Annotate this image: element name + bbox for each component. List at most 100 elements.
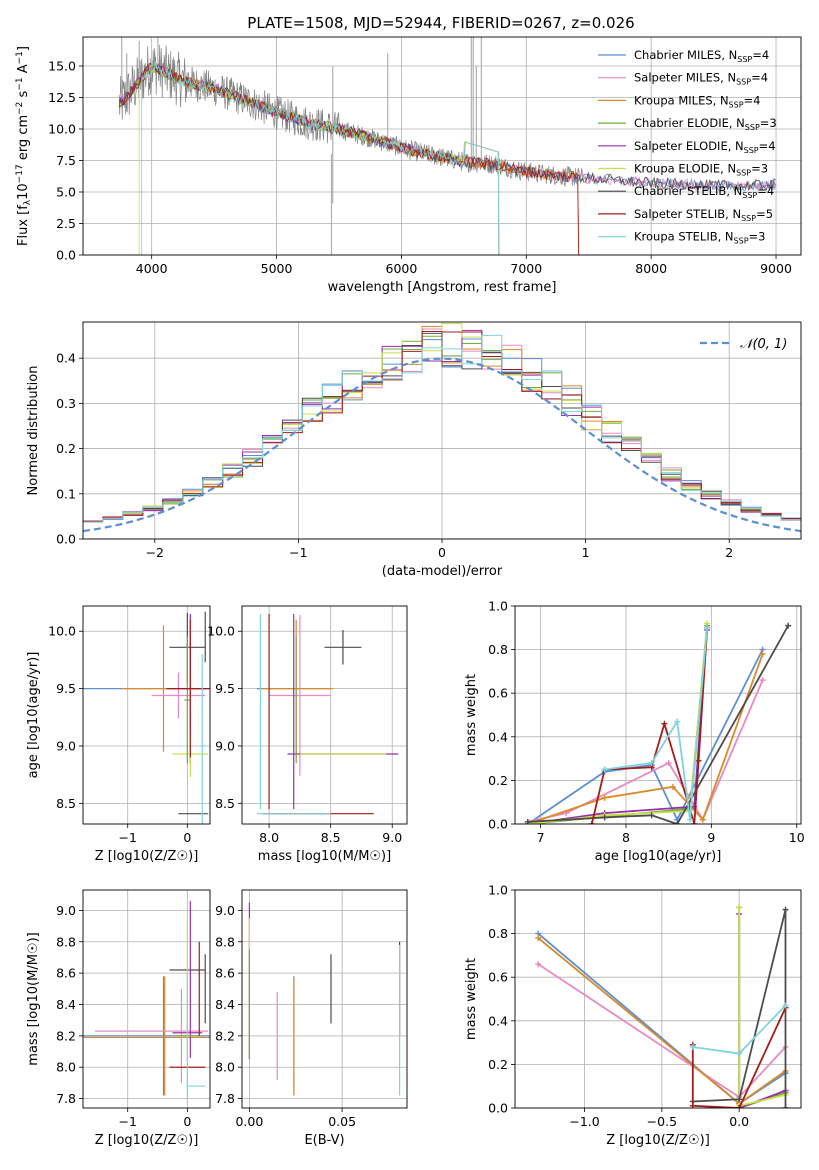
- y-tick-label: 10.0: [48, 624, 76, 639]
- x-tick-label: −1.0: [569, 1114, 599, 1129]
- weight-point-salpeter_stelib: [661, 720, 668, 727]
- weight-line-salpeter_elodie: [738, 914, 786, 1108]
- axes-frame: [82, 321, 802, 540]
- weight-point-kroupa_miles: [601, 794, 608, 801]
- y-tick-label: 8.2: [56, 1028, 76, 1043]
- weight-point-kroupa_stelib: [704, 624, 711, 631]
- x-tick-label: 9.0: [382, 830, 402, 845]
- weight-point-salpeter_stelib: [736, 1105, 743, 1108]
- y-tick-label: 0.3: [56, 396, 76, 411]
- plot-spectrum: 4000 5000 6000 7000 8000 9000 0.0 2.5 5.0 7.5 10.0…: [15, 36, 802, 295]
- axes-frame: [82, 605, 211, 825]
- ticks: 8.0 8.5 9.0 8.5 9.0 9.5 10.0: [207, 624, 402, 845]
- axes-frame: [514, 605, 802, 825]
- x-tick-label: 0: [183, 830, 191, 845]
- ticks: 4000 5000 6000 7000 8000 9000 0.0 2.5 5.0 7.5 10.0…: [48, 58, 792, 276]
- plot-area: [524, 620, 792, 824]
- y-tick-label: 8.6: [56, 966, 76, 981]
- legend-entry-kroupa_elodie: Kroupa ELODIE, NSSP=3: [634, 162, 768, 178]
- weight-point-kroupa_stelib: [782, 1002, 789, 1009]
- weight-point-salpeter_stelib: [588, 821, 595, 824]
- legend-entry-kroupa_stelib: Kroupa STELIB, NSSP=3: [634, 230, 765, 246]
- x-tick-label: 2: [725, 545, 733, 560]
- weight-point-kroupa_stelib: [674, 718, 681, 725]
- y-tick-label: 10.0: [48, 121, 76, 136]
- weight-line-chabrier_stelib: [527, 625, 789, 824]
- y-tick-label: 7.8: [215, 1091, 235, 1106]
- normal-curve: [83, 357, 801, 533]
- x-axis-label: Z [log10(Z/Z☉)]: [606, 1133, 710, 1148]
- model-spectrum-kroupa_stelib: [141, 62, 500, 255]
- weight-point-kroupa_stelib: [687, 816, 694, 823]
- weight-point-kroupa_stelib: [601, 766, 608, 773]
- model-spectrum-kroupa_elodie: [138, 62, 500, 255]
- y-tick-label: 8.5: [215, 796, 235, 811]
- plot-area: [248, 902, 401, 1096]
- model-spectrum-chabrier_stelib: [118, 63, 776, 193]
- axes-frame: [514, 889, 802, 1109]
- ticks: −1 0 8.5 9.0 9.5 10.0: [48, 624, 191, 845]
- gridlines: [83, 606, 210, 824]
- gridlines: [83, 890, 210, 1108]
- x-tick-label: 8.5: [321, 830, 341, 845]
- x-axis-label: Z [log10(Z/Z☉)]: [95, 849, 199, 864]
- x-tick-label: 0: [438, 545, 446, 560]
- y-tick-label: 0.4: [56, 351, 76, 366]
- weight-point-salpeter_miles: [665, 759, 672, 766]
- weight-point-salpeter_stelib: [691, 821, 698, 824]
- weight-point-salpeter_miles: [535, 961, 542, 968]
- axes-frame: [82, 889, 211, 1109]
- y-tick-label: 9.0: [215, 903, 235, 918]
- y-tick-label: 9.0: [215, 738, 235, 753]
- legend-entry-chabrier_elodie: Chabrier ELODIE, NSSP=3: [634, 116, 777, 132]
- x-axis-label: wavelength [Angstrom, rest frame]: [328, 280, 557, 295]
- gridlines: [515, 605, 801, 825]
- y-tick-label: 0.6: [488, 970, 508, 985]
- plot-area: [83, 900, 210, 1099]
- x-tick-label: 0.0: [729, 1114, 749, 1129]
- x-tick-label: 8: [622, 830, 630, 845]
- y-tick-label: 8.6: [215, 966, 235, 981]
- legend-entry-salpeter_miles: Salpeter MILES, NSSP=4: [634, 71, 768, 87]
- axes-frame: [241, 889, 408, 1109]
- x-tick-label: 6000: [386, 261, 418, 276]
- x-axis-label: E(B-V): [304, 1133, 344, 1148]
- plot-age_vs_Z: −1 0 8.5 9.0 9.5 10.0 Z [log10(Z/Z☉)] age [log1…: [26, 605, 211, 864]
- x-tick-label: 7: [537, 830, 545, 845]
- x-tick-label: 4000: [136, 261, 168, 276]
- x-tick-label: 9000: [760, 261, 792, 276]
- gridlines: [515, 889, 801, 1109]
- y-axis-label: age [log10(age/yr)]: [26, 652, 41, 779]
- y-tick-label: 7.5: [56, 153, 76, 168]
- y-tick-label: 8.4: [215, 997, 235, 1012]
- weight-point-salpeter_miles: [759, 677, 766, 684]
- y-tick-label: 8.8: [215, 934, 235, 949]
- axes-frame: [82, 36, 802, 256]
- y-tick-label: 12.5: [48, 90, 76, 105]
- weight-point-kroupa_stelib: [736, 1050, 743, 1057]
- weight-point-kroupa_miles: [759, 650, 766, 657]
- x-axis-label: (data-model)/error: [382, 564, 503, 579]
- y-tick-label: 2.5: [56, 216, 76, 231]
- y-axis-label: Normed distribution: [26, 366, 41, 496]
- x-axis-label: Z [log10(Z/Z☉)]: [95, 1133, 199, 1148]
- weight-point-chabrier_stelib: [736, 1096, 743, 1103]
- plot-mass_vs_ebv: 0.00 0.05 7.8 8.0 8.2 8.4 8.6 8.8 9.0 E(B-V): [215, 889, 408, 1148]
- plots: 4000 5000 6000 7000 8000 90000.02.55.07.510.0…: [15, 36, 805, 1148]
- y-tick-label: 0.2: [488, 1057, 508, 1072]
- y-tick-label: 9.0: [56, 738, 76, 753]
- plot-area: [535, 904, 789, 1108]
- ticks: −2 −1 0 1 2 0.0 0.1 0.2 0.3 0.4: [56, 351, 733, 560]
- weight-line-kroupa_miles: [527, 653, 764, 824]
- x-axis-label: age [log10(age/yr)]: [595, 849, 722, 864]
- y-tick-label: 0.4: [488, 1013, 508, 1028]
- y-tick-label: 0.6: [488, 686, 508, 701]
- legend-entry-salpeter_elodie: Salpeter ELODIE, NSSP=4: [634, 139, 776, 155]
- legend: Chabrier MILES, NSSP=4 Salpeter MILES, NS…: [598, 48, 777, 246]
- legend-entry-chabrier_miles: Chabrier MILES, NSSP=4: [634, 48, 769, 64]
- x-tick-label: 0.05: [328, 1114, 356, 1129]
- y-axis-label: mass weight: [464, 958, 479, 1040]
- ticks: −1 0 7.8 8.0 8.2 8.4 8.6 8.8 9.0: [56, 903, 191, 1129]
- weight-point-chabrier_stelib: [782, 1105, 789, 1108]
- y-tick-label: 0.0: [56, 532, 76, 547]
